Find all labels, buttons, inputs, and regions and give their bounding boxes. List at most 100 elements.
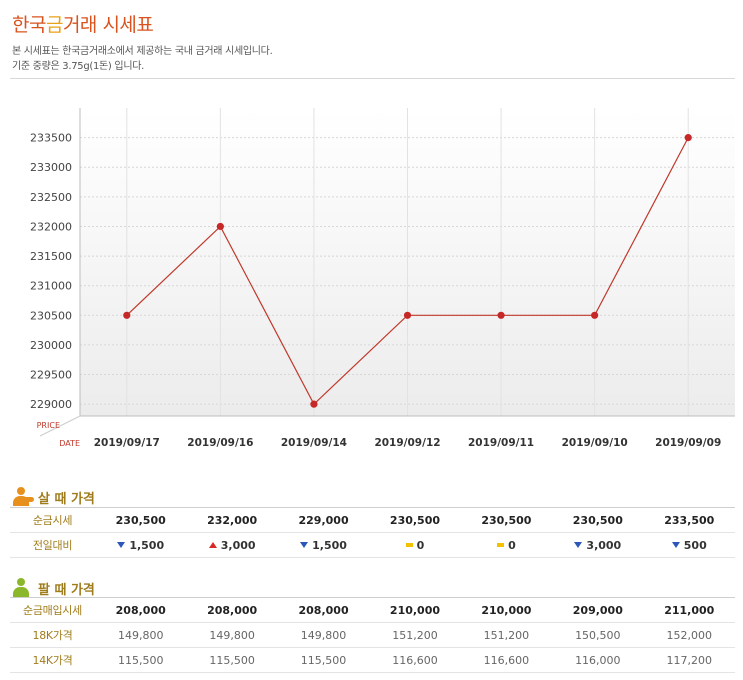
price-cell: 229,000 <box>277 507 370 533</box>
price-cell: 115,500 <box>277 647 370 673</box>
arrow-down-icon <box>671 541 680 548</box>
title-part-3: 거래 시세표 <box>62 14 154 36</box>
price-cell: 116,600 <box>369 647 461 673</box>
price-line-chart: 229000 229500 230000 230500 231000 231500 2320… <box>30 108 735 449</box>
description-line-2: 기준 중량은 3.75g(1돈) 입니다. <box>12 61 144 72</box>
header-divider <box>10 78 735 79</box>
change-cell: 0 <box>460 532 553 558</box>
y-axis-label: PRICE <box>37 421 60 430</box>
person-icon <box>12 487 34 507</box>
price-cell: 232,000 <box>186 507 278 533</box>
price-cell: 208,000 <box>186 597 278 623</box>
change-value: 1,500 <box>129 538 165 552</box>
data-point <box>497 311 505 319</box>
x-tick-label: 2019/09/17 <box>94 437 160 449</box>
page-title: 한국금거래 시세표 <box>12 10 154 37</box>
buy-price-table: 순금시세 230,500 232,000 229,000 230,500 230,500 2… <box>10 507 735 558</box>
table-row: 14K가격 115,500 115,500 115,500 116,600 116,600… <box>10 647 735 673</box>
person-icon <box>12 578 34 598</box>
price-cell: 152,000 <box>643 622 735 648</box>
description-line-1: 본 시세표는 한국금거래소에서 제공하는 국내 금거래 시세입니다. <box>12 46 273 57</box>
x-tick-label: 2019/09/09 <box>655 437 721 449</box>
data-point <box>310 400 318 408</box>
change-cell: 3,000 <box>186 532 278 558</box>
y-tick-label: 230500 <box>30 309 72 322</box>
row-label: 18K가격 <box>10 622 95 648</box>
row-label: 전일대비 <box>10 532 95 558</box>
table-row: 순금매입시세 208,000 208,000 208,000 210,000 210,00… <box>10 597 735 623</box>
data-point <box>123 311 131 319</box>
table-row: 전일대비 1,500 3,000 1,500 0 0 3,000 500 <box>10 532 735 558</box>
change-cell: 0 <box>369 532 461 558</box>
table-row: 순금시세 230,500 232,000 229,000 230,500 230,500 2… <box>10 507 735 533</box>
change-value: 0 <box>416 538 425 552</box>
sell-price-table: 순금매입시세 208,000 208,000 208,000 210,000 210,00… <box>10 597 735 673</box>
data-point <box>684 134 692 142</box>
change-cell: 1,500 <box>95 532 187 558</box>
table-row: 18K가격 149,800 149,800 149,800 151,200 151,200… <box>10 622 735 648</box>
change-cell: 1,500 <box>277 532 370 558</box>
arrow-down-icon <box>117 541 126 548</box>
price-cell: 150,500 <box>552 622 644 648</box>
y-tick-label: 229000 <box>30 398 72 411</box>
price-cell: 230,500 <box>460 507 553 533</box>
y-tick-label: 231500 <box>30 250 72 263</box>
price-cell: 115,500 <box>186 647 278 673</box>
change-value: 0 <box>508 538 516 552</box>
price-cell: 151,200 <box>460 622 553 648</box>
axis-corner-diagonal <box>39 415 81 437</box>
y-tick-label: 233000 <box>30 161 72 174</box>
price-cell: 230,500 <box>369 507 461 533</box>
unchanged-icon <box>497 542 505 547</box>
y-tick-label: 230000 <box>30 339 72 352</box>
change-value: 1,500 <box>312 538 347 552</box>
change-value: 3,000 <box>586 538 622 552</box>
price-cell: 116,600 <box>460 647 553 673</box>
change-cell: 3,000 <box>552 532 644 558</box>
price-cell: 116,000 <box>552 647 644 673</box>
x-tick-label: 2019/09/11 <box>468 437 534 449</box>
row-label: 순금시세 <box>10 507 95 533</box>
price-cell: 208,000 <box>95 597 187 623</box>
price-cell: 115,500 <box>95 647 187 673</box>
arrow-down-icon <box>574 541 583 548</box>
buy-price-heading: 살 때 가격 <box>12 487 95 507</box>
price-cell: 230,500 <box>95 507 187 533</box>
x-tick-label: 2019/09/16 <box>187 437 253 449</box>
price-cell: 233,500 <box>643 507 735 533</box>
price-cell: 208,000 <box>277 597 370 623</box>
price-cell: 149,800 <box>186 622 278 648</box>
sell-price-heading: 팔 때 가격 <box>12 578 95 598</box>
y-tick-label: 233500 <box>30 132 72 145</box>
buy-price-heading-label: 살 때 가격 <box>38 491 95 507</box>
price-cell: 117,200 <box>643 647 735 673</box>
y-tick-label: 232500 <box>30 191 72 204</box>
price-cell: 149,800 <box>277 622 370 648</box>
row-label: 순금매입시세 <box>10 597 95 623</box>
x-axis-label: DATE <box>59 439 80 448</box>
price-cell: 209,000 <box>552 597 644 623</box>
price-cell: 210,000 <box>369 597 461 623</box>
x-tick-label: 2019/09/12 <box>374 437 440 449</box>
price-cell: 149,800 <box>95 622 187 648</box>
change-value: 500 <box>683 538 707 552</box>
title-part-2: 금 <box>45 14 63 36</box>
y-tick-label: 232000 <box>30 220 72 233</box>
x-tick-label: 2019/09/14 <box>281 437 347 449</box>
price-cell: 151,200 <box>369 622 461 648</box>
price-cell: 230,500 <box>552 507 644 533</box>
title-part-1: 한국 <box>12 14 46 36</box>
y-tick-label: 229500 <box>30 369 72 382</box>
arrow-up-icon <box>208 541 217 548</box>
change-value: 3,000 <box>220 538 256 552</box>
sell-price-heading-label: 팔 때 가격 <box>38 582 95 598</box>
data-point <box>216 222 224 231</box>
unchanged-icon <box>405 542 413 547</box>
price-cell: 211,000 <box>643 597 735 623</box>
change-cell: 500 <box>643 532 735 558</box>
y-tick-label: 231000 <box>30 280 72 293</box>
row-label: 14K가격 <box>10 647 95 673</box>
price-cell: 210,000 <box>460 597 553 623</box>
data-point <box>591 311 599 319</box>
arrow-down-icon <box>300 541 309 548</box>
